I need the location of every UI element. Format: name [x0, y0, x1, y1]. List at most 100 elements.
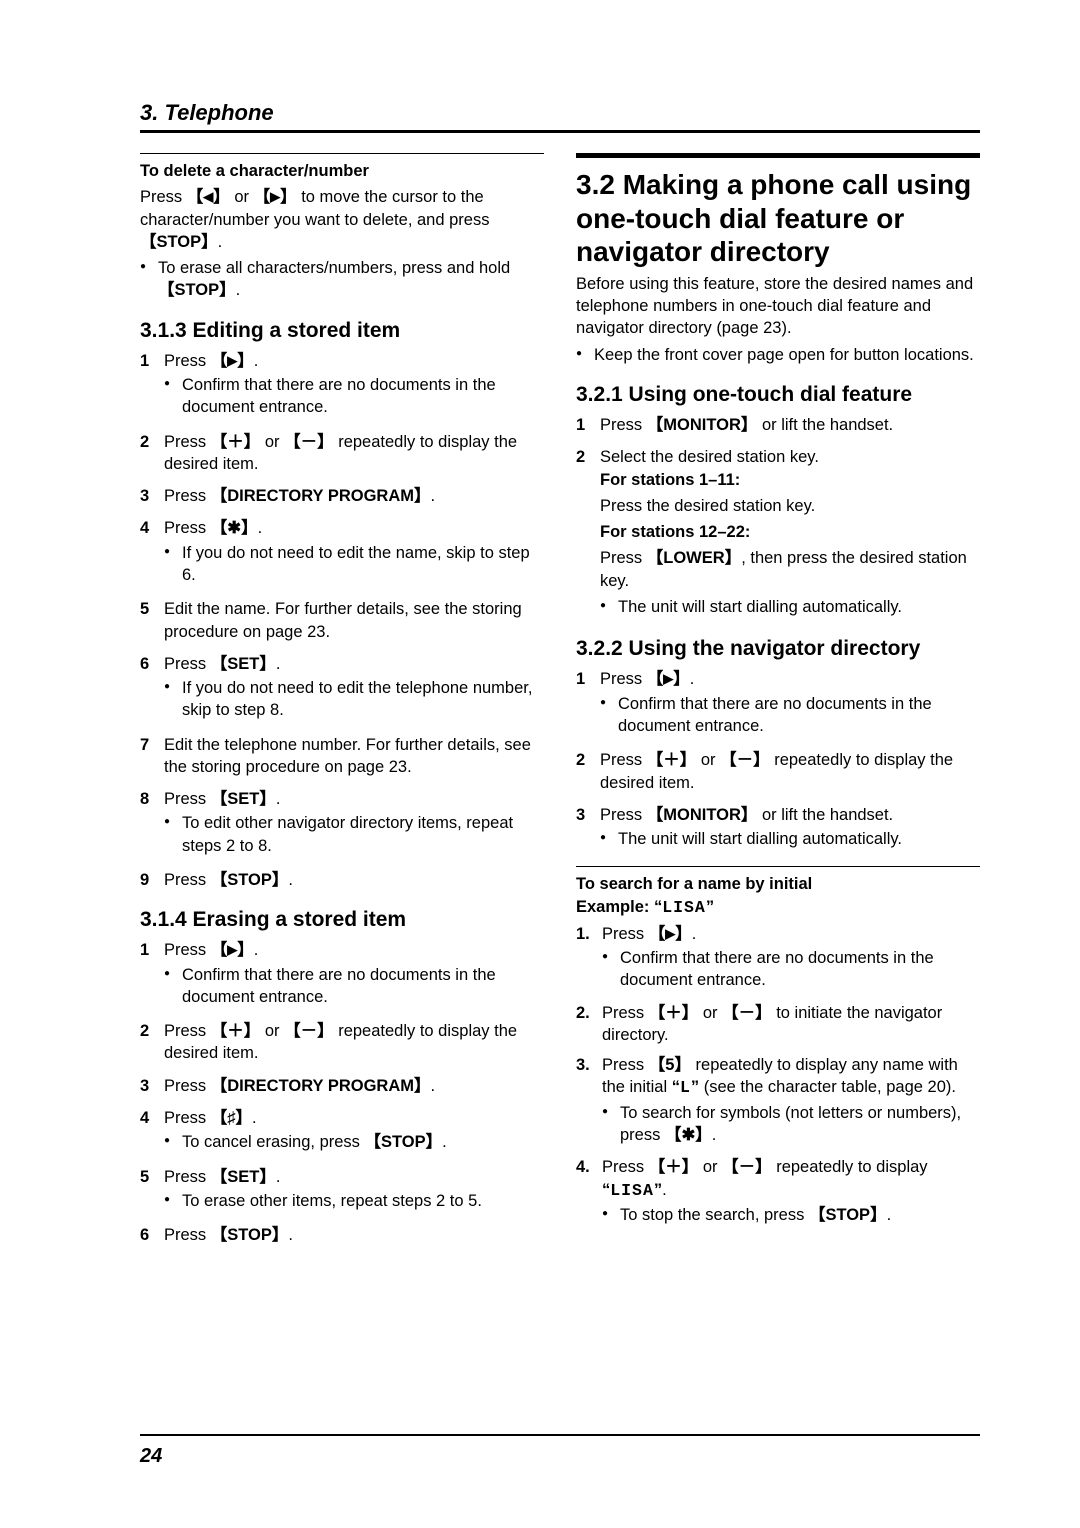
step-number: 9: [140, 869, 164, 891]
step-number: 6: [140, 1224, 164, 1246]
step-body: Press ▶. Confirm that there are no docum…: [164, 350, 544, 421]
step-number: 5: [140, 598, 164, 643]
section-314-title: 3.1.4 Erasing a stored item: [140, 907, 544, 933]
step-body: Press ＋ or － repeatedly to display the d…: [164, 431, 544, 476]
search-steps-list: 1. Press ▶. Confirm that there are no do…: [576, 923, 980, 1228]
stop-key: STOP: [211, 1226, 289, 1244]
delete-char-heading: To delete a character/number: [140, 160, 544, 182]
manual-page: 3. Telephone To delete a character/numbe…: [0, 0, 1080, 1528]
chapter-header: 3. Telephone: [140, 100, 980, 133]
section-313-title: 3.1.3 Editing a stored item: [140, 318, 544, 344]
stop-key: STOP: [211, 871, 289, 889]
minus-key: －: [722, 1004, 772, 1022]
bullet-item: Confirm that there are no documents in t…: [164, 964, 544, 1009]
step-body: Press ♯. To cancel erasing, press STOP.: [164, 1107, 544, 1156]
section-divider-thick: [576, 153, 980, 158]
delete-char-text: Press ◀ or ▶ to move the cursor to the c…: [140, 186, 544, 253]
star-key: ✱: [665, 1126, 712, 1144]
step-body: Press SET. To edit other navigator direc…: [164, 788, 544, 859]
set-key: SET: [211, 790, 276, 808]
step-body: Press STOP.: [164, 869, 544, 891]
stations-1-11-heading: For stations 1–11:: [600, 469, 980, 491]
bullet-item: To erase other items, repeat steps 2 to …: [164, 1190, 544, 1212]
set-key: SET: [211, 1168, 276, 1186]
section-32-title: 3.2 Making a phone call using one-touch …: [576, 168, 980, 269]
divider: [576, 866, 980, 867]
step-number: 1: [140, 350, 164, 421]
stop-key: STOP: [365, 1133, 443, 1151]
step-body: Press ✱. If you do not need to edit the …: [164, 517, 544, 588]
monitor-key: MONITOR: [647, 416, 758, 434]
plus-key: ＋: [211, 1022, 261, 1040]
step-number: 4: [140, 1107, 164, 1156]
step-body: Press ▶. Confirm that there are no docum…: [600, 668, 980, 739]
search-example: Example: LISA: [576, 896, 980, 919]
step-number: 3: [140, 485, 164, 507]
step-body: Press 5 repeatedly to display any name w…: [602, 1054, 980, 1148]
bullet-list: To erase all characters/numbers, press a…: [140, 257, 544, 302]
steps-list: 1 Press MONITOR or lift the handset. 2 S…: [576, 414, 980, 620]
minus-key: －: [720, 751, 770, 769]
stop-key: STOP: [158, 281, 236, 299]
step-body: Press ＋ or － repeatedly to display LISA.…: [602, 1156, 980, 1228]
right-arrow-key: ▶: [647, 670, 690, 688]
bullet-item: To erase all characters/numbers, press a…: [140, 257, 544, 302]
step-body: Press SET. If you do not need to edit th…: [164, 653, 544, 724]
step-body: Press ＋ or － to initiate the navigator d…: [602, 1002, 980, 1047]
step-number: 7: [140, 734, 164, 779]
search-heading: To search for a name by initial: [576, 873, 980, 895]
bullet-item: Confirm that there are no documents in t…: [164, 374, 544, 419]
step-number: 3.: [576, 1054, 602, 1148]
set-key: SET: [211, 655, 276, 673]
monitor-key: MONITOR: [647, 806, 758, 824]
bullet-item: If you do not need to edit the name, ski…: [164, 542, 544, 587]
steps-list: 1 Press ▶. Confirm that there are no doc…: [140, 350, 544, 891]
section-32-intro: Before using this feature, store the des…: [576, 273, 980, 340]
plus-key: ＋: [647, 751, 697, 769]
bullet-item: If you do not need to edit the telephone…: [164, 677, 544, 722]
bullet-item: To edit other navigator directory items,…: [164, 812, 544, 857]
step-number: 4.: [576, 1156, 602, 1228]
step-number: 2: [140, 1020, 164, 1065]
divider: [140, 153, 544, 154]
right-arrow-key: ▶: [211, 941, 254, 959]
step-body: Edit the telephone number. For further d…: [164, 734, 544, 779]
stations-12-22-heading: For stations 12–22:: [600, 521, 980, 543]
stop-key: STOP: [140, 233, 218, 251]
step-number: 1: [140, 939, 164, 1010]
bullet-item: To search for symbols (not letters or nu…: [602, 1102, 980, 1147]
step-number: 3: [576, 804, 600, 853]
right-arrow-key: ▶: [211, 352, 254, 370]
step-number: 2.: [576, 1002, 602, 1047]
lower-key: LOWER: [647, 549, 741, 567]
step-body: Press SET. To erase other items, repeat …: [164, 1166, 544, 1215]
step-body: Press STOP.: [164, 1224, 544, 1246]
step-number: 1: [576, 668, 600, 739]
bullet-item: To stop the search, press STOP.: [602, 1204, 980, 1226]
bullet-item: Confirm that there are no documents in t…: [600, 693, 980, 738]
step-number: 2: [576, 446, 600, 620]
bullet-item: The unit will start dialling automatical…: [600, 828, 980, 850]
bullet-item: Confirm that there are no documents in t…: [602, 947, 980, 992]
step-body: Press DIRECTORY PROGRAM.: [164, 485, 544, 507]
minus-key: －: [284, 433, 334, 451]
two-column-layout: To delete a character/number Press ◀ or …: [140, 153, 980, 1256]
step-number: 8: [140, 788, 164, 859]
bullet-item: The unit will start dialling automatical…: [600, 596, 980, 618]
minus-key: －: [722, 1158, 772, 1176]
step-number: 2: [576, 749, 600, 794]
left-column: To delete a character/number Press ◀ or …: [140, 153, 544, 1256]
step-body: Press MONITOR or lift the handset.: [600, 414, 980, 436]
section-321-title: 3.2.1 Using one-touch dial feature: [576, 382, 980, 408]
right-column: 3.2 Making a phone call using one-touch …: [576, 153, 980, 1256]
steps-list: 1 Press ▶. Confirm that there are no doc…: [576, 668, 980, 852]
step-number: 3: [140, 1075, 164, 1097]
section-322-title: 3.2.2 Using the navigator directory: [576, 636, 980, 662]
plus-key: ＋: [211, 433, 261, 451]
bullet-item: Keep the front cover page open for butto…: [576, 344, 980, 366]
plus-key: ＋: [649, 1158, 699, 1176]
stations-1-11-body: Press the desired station key.: [600, 495, 980, 517]
step-body: Select the desired station key. For stat…: [600, 446, 980, 620]
stations-12-22-body: Press LOWER, then press the desired stat…: [600, 547, 980, 592]
step-body: Press ＋ or － repeatedly to display the d…: [164, 1020, 544, 1065]
